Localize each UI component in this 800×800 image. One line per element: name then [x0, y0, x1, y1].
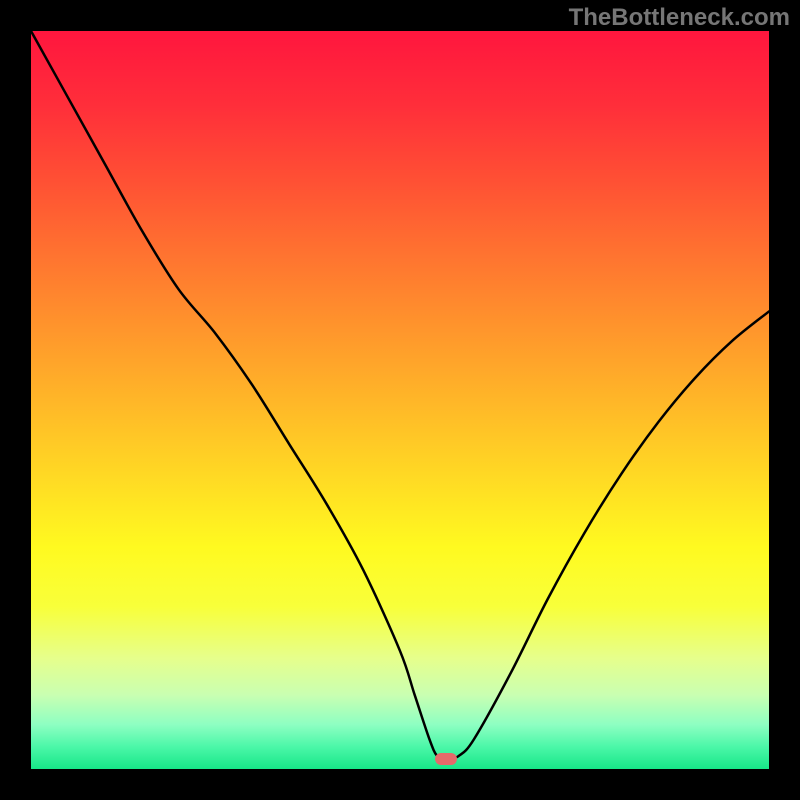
- gradient-bottleneck-chart: [31, 31, 769, 769]
- optimal-point-marker: [435, 753, 457, 765]
- watermark-text: TheBottleneck.com: [569, 4, 790, 32]
- chart-container: TheBottleneck.com: [0, 0, 800, 800]
- plot-area: [31, 31, 769, 769]
